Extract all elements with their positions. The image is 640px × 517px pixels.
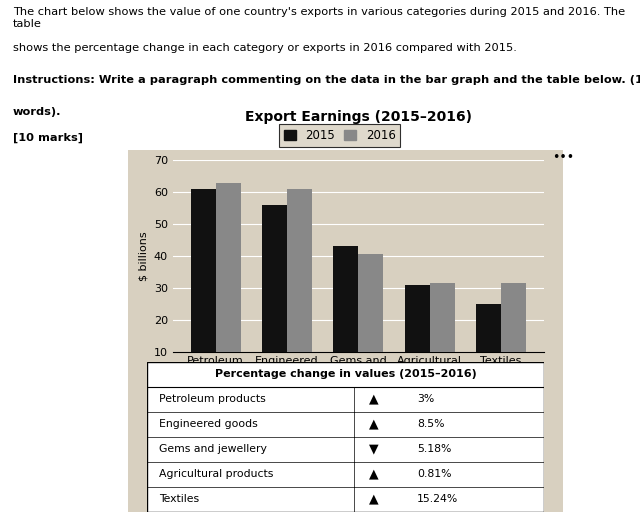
X-axis label: Product Category: Product Category xyxy=(300,385,417,398)
Text: 8.5%: 8.5% xyxy=(417,419,445,430)
Bar xyxy=(191,189,216,384)
Bar xyxy=(262,205,287,384)
Bar xyxy=(358,254,383,384)
Bar xyxy=(405,284,430,384)
Text: 0.81%: 0.81% xyxy=(417,469,452,479)
Text: ▲: ▲ xyxy=(369,468,379,481)
Legend: 2015, 2016: 2015, 2016 xyxy=(279,124,401,146)
Text: ▲: ▲ xyxy=(369,393,379,406)
Text: Agricultural products: Agricultural products xyxy=(159,469,273,479)
Text: Gems and jewellery: Gems and jewellery xyxy=(159,444,267,454)
Y-axis label: $ billions: $ billions xyxy=(138,231,148,281)
Bar xyxy=(476,304,501,384)
Text: Instructions: Write a paragraph commenting on the data in the bar graph and the : Instructions: Write a paragraph commenti… xyxy=(13,75,640,85)
Text: The chart below shows the value of one country's exports in various categories d: The chart below shows the value of one c… xyxy=(13,7,625,29)
Text: words).: words). xyxy=(13,107,61,117)
Text: 3%: 3% xyxy=(417,394,435,404)
Text: ▲: ▲ xyxy=(369,418,379,431)
Text: shows the percentage change in each category or exports in 2016 compared with 20: shows the percentage change in each cate… xyxy=(13,43,516,53)
Text: Textiles: Textiles xyxy=(159,494,199,505)
Text: ▲: ▲ xyxy=(369,493,379,506)
Text: 5.18%: 5.18% xyxy=(417,444,451,454)
Text: •••: ••• xyxy=(552,151,574,164)
Text: Percentage change in values (2015–2016): Percentage change in values (2015–2016) xyxy=(215,369,476,379)
Bar xyxy=(333,247,358,384)
Text: 15.24%: 15.24% xyxy=(417,494,458,505)
Text: [10 marks]: [10 marks] xyxy=(13,133,83,143)
Text: Petroleum products: Petroleum products xyxy=(159,394,266,404)
Bar xyxy=(287,189,312,384)
Text: ▼: ▼ xyxy=(369,443,379,456)
Bar xyxy=(501,283,526,384)
FancyBboxPatch shape xyxy=(147,362,544,512)
Text: Engineered goods: Engineered goods xyxy=(159,419,258,430)
Title: Export Earnings (2015–2016): Export Earnings (2015–2016) xyxy=(245,111,472,125)
Bar xyxy=(216,183,241,384)
Bar xyxy=(430,283,455,384)
